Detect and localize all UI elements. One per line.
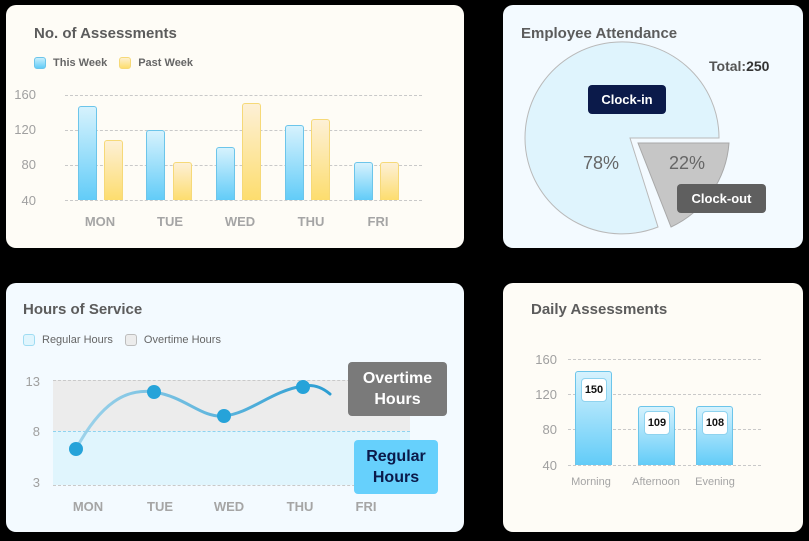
- y-tick: 40: [21, 193, 36, 208]
- bar-thu-past-week[interactable]: [311, 119, 330, 200]
- y-tick: 40: [542, 458, 557, 473]
- total-label: Total:: [709, 58, 747, 74]
- y-tick: 3: [32, 475, 40, 490]
- bar-mon-past-week[interactable]: [104, 140, 123, 200]
- attendance-card: Employee Attendance Total:250 78% 22% Cl…: [503, 5, 803, 248]
- data-point-thu[interactable]: [296, 380, 310, 394]
- gridline: [53, 431, 410, 432]
- clock-out-badge: Clock-out: [677, 184, 766, 213]
- y-tick: 13: [25, 374, 40, 389]
- legend-label: Regular Hours: [42, 334, 113, 346]
- y-tick: 80: [21, 157, 36, 172]
- bar-thu-this-week[interactable]: [285, 125, 304, 200]
- clock-out-percent: 22%: [669, 153, 706, 173]
- legend-label: This Week: [53, 57, 108, 69]
- y-tick: 160: [535, 352, 557, 367]
- y-tick: 120: [535, 387, 557, 402]
- x-tick: TUE: [147, 499, 173, 514]
- legend-label: Past Week: [138, 57, 194, 69]
- daily-card: Daily Assessments 160 120 80 40 150 109 …: [503, 283, 803, 532]
- regular-label-line2: Hours: [372, 469, 420, 486]
- service-card: Hours of Service Regular Hours Overtime …: [6, 283, 464, 532]
- y-tick: 160: [14, 87, 36, 102]
- legend-regular-hours[interactable]: Regular Hours: [23, 334, 113, 346]
- attendance-title: Employee Attendance: [521, 25, 678, 42]
- gridline: [568, 359, 761, 360]
- x-tick: FRI: [355, 499, 377, 514]
- legend-past-week[interactable]: Past Week: [119, 57, 193, 69]
- total-value: 250: [746, 58, 770, 74]
- x-tick: WED: [224, 214, 256, 229]
- assessments-card: No. of Assessments This Week Past Week 1…: [6, 5, 464, 248]
- gridline: [53, 485, 410, 486]
- attendance-total: Total:250: [709, 58, 769, 74]
- gridline: [65, 95, 422, 96]
- bar-tue-this-week[interactable]: [146, 130, 165, 200]
- this-week-swatch-icon: [34, 57, 46, 69]
- assessments-title: No. of Assessments: [34, 25, 177, 42]
- clock-in-badge: Clock-in: [588, 85, 666, 114]
- y-tick: 8: [32, 424, 40, 439]
- x-tick: MON: [84, 214, 116, 229]
- data-point-wed[interactable]: [217, 409, 231, 423]
- hours-line-chart: [69, 380, 332, 456]
- gridline: [65, 200, 422, 201]
- service-title: Hours of Service: [23, 301, 143, 318]
- past-week-swatch-icon: [119, 57, 132, 69]
- bar-tue-past-week[interactable]: [173, 162, 192, 200]
- overtime-hours-badge: Overtime Hours: [348, 362, 447, 416]
- x-tick: Evening: [695, 476, 735, 488]
- x-tick: Morning: [571, 476, 611, 488]
- gridline: [568, 394, 761, 395]
- pie-slice-clock-in[interactable]: [524, 41, 720, 235]
- overtime-label-line2: Hours: [374, 391, 421, 408]
- gridline: [568, 465, 761, 466]
- legend-overtime-hours[interactable]: Overtime Hours: [124, 334, 221, 346]
- x-tick: WED: [213, 499, 245, 514]
- bar-wed-past-week[interactable]: [242, 103, 261, 200]
- bar-fri-past-week[interactable]: [380, 162, 399, 200]
- overtime-hours-swatch-icon: [124, 334, 137, 346]
- value-label-evening: 108: [702, 411, 728, 435]
- overtime-label-line1: Overtime: [362, 370, 433, 387]
- value-label-afternoon: 109: [644, 411, 670, 435]
- x-tick: TUE: [157, 214, 183, 229]
- assessments-legend: This Week Past Week: [34, 57, 205, 69]
- regular-band: [53, 431, 410, 485]
- gridline: [53, 380, 410, 381]
- data-point-tue[interactable]: [147, 385, 161, 399]
- regular-hours-badge: Regular Hours: [354, 440, 438, 494]
- y-tick: 80: [542, 422, 557, 437]
- value-label-morning: 150: [581, 378, 607, 402]
- clock-in-percent: 78%: [583, 153, 620, 173]
- x-tick: MON: [72, 499, 104, 514]
- bar-wed-this-week[interactable]: [216, 147, 235, 200]
- y-tick: 120: [14, 122, 36, 137]
- hours-line: [74, 384, 332, 451]
- data-point-mon[interactable]: [69, 442, 83, 456]
- x-tick: THU: [286, 499, 314, 514]
- regular-label-line1: Regular: [366, 448, 426, 465]
- bar-mon-this-week[interactable]: [78, 106, 97, 200]
- regular-hours-swatch-icon: [23, 334, 35, 346]
- x-tick: Afternoon: [632, 476, 680, 488]
- service-legend: Regular Hours Overtime Hours: [23, 334, 233, 346]
- bar-fri-this-week[interactable]: [354, 162, 373, 200]
- x-tick: FRI: [367, 214, 389, 229]
- x-tick: THU: [297, 214, 325, 229]
- legend-this-week[interactable]: This Week: [34, 57, 107, 69]
- legend-label: Overtime Hours: [143, 334, 221, 346]
- daily-title: Daily Assessments: [531, 301, 668, 318]
